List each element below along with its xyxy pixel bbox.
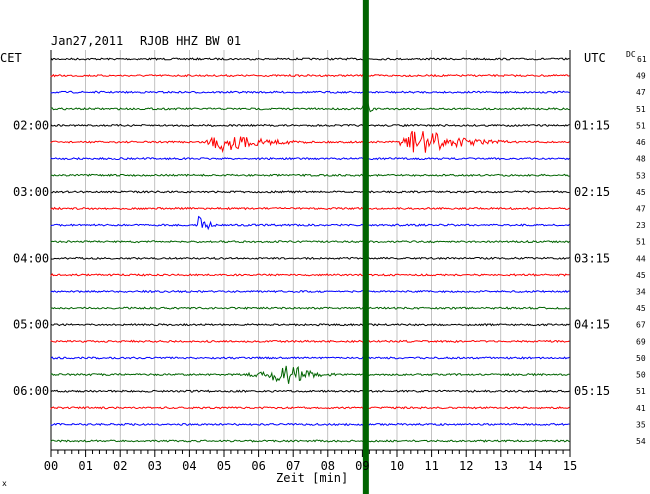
- trace-row: [50, 422, 570, 427]
- dc-value: 51: [636, 105, 646, 114]
- dc-value: 51: [636, 387, 646, 396]
- dc-value: 51: [636, 238, 646, 247]
- x-axis-ticks: 00 01 02 03 04 05 06 07 08 09 10 11 12 13 14 15: [44, 450, 577, 473]
- dc-value: 44: [636, 254, 646, 263]
- left-time-label: 03:00: [13, 185, 49, 199]
- dc-value: 48: [636, 155, 646, 164]
- trace-row: [50, 73, 570, 78]
- left-time-label: 02:00: [13, 118, 49, 132]
- x-tick-label: 04: [182, 459, 196, 473]
- trace-row: [50, 289, 570, 294]
- dc-value: 69: [636, 337, 646, 346]
- x-axis-label: Zeit [min]: [276, 471, 348, 485]
- dc-value: 46: [636, 138, 646, 147]
- dc-value: 45: [636, 271, 646, 280]
- trace-row: [50, 256, 570, 261]
- dc-value: 47: [636, 88, 646, 97]
- dc-value: 34: [636, 288, 646, 297]
- right-time-label: 01:15: [574, 118, 610, 132]
- dc-value: 50: [636, 371, 646, 380]
- x-tick-label: 06: [251, 459, 265, 473]
- dc-value: 50: [636, 354, 646, 363]
- trace-row: [50, 339, 570, 343]
- dc-header-label: DC: [626, 50, 636, 59]
- trace-row: [50, 156, 570, 161]
- dc-value: 45: [636, 188, 646, 197]
- dc-value: 45: [636, 304, 646, 313]
- trace-row: [50, 215, 570, 231]
- station-label: RJOB HHZ BW 01: [140, 34, 241, 48]
- trace-row: [50, 173, 570, 177]
- trace-row: [50, 306, 570, 310]
- dc-value: 51: [636, 121, 646, 130]
- dc-value: 23: [636, 221, 646, 230]
- event-band-group: [362, 0, 369, 494]
- right-timezone-label: UTC: [584, 51, 606, 65]
- x-tick-label: 03: [148, 459, 162, 473]
- event-band: [362, 0, 369, 494]
- x-tick-label: 11: [424, 459, 438, 473]
- right-time-label: 02:15: [574, 185, 610, 199]
- time-labels: 02:00 03:00 04:00 05:00 06:00 01:15 02:15 03:15…: [13, 72, 646, 446]
- x-tick-label: 01: [78, 459, 92, 473]
- x-tick-label: 13: [494, 459, 508, 473]
- trace-row: [50, 130, 570, 154]
- right-time-label: 05:15: [574, 384, 610, 398]
- trace-row: [50, 100, 570, 113]
- left-timezone-label: CET: [0, 51, 22, 65]
- trace-row: [50, 365, 570, 384]
- dc-value: 54: [636, 437, 646, 446]
- dc-value: 49: [636, 72, 646, 81]
- trace-row: [50, 356, 570, 360]
- trace-row: [50, 389, 570, 393]
- trace-row: [50, 123, 570, 128]
- right-time-label: 03:15: [574, 251, 610, 265]
- trace-row: [50, 90, 570, 94]
- left-time-label: 06:00: [13, 384, 49, 398]
- grid-lines: [50, 50, 571, 451]
- trace-row: [50, 273, 570, 277]
- trace-row: [50, 439, 570, 443]
- dc-value: 47: [636, 204, 646, 213]
- x-tick-label: 12: [459, 459, 473, 473]
- dc-value: 53: [636, 171, 646, 180]
- x-tick-label: 10: [390, 459, 404, 473]
- x-tick-label: 09: [355, 459, 369, 473]
- dc-header-sub: 61: [637, 55, 647, 64]
- left-time-label: 04:00: [13, 251, 49, 265]
- x-tick-label: 00: [44, 459, 58, 473]
- dc-value: 35: [636, 420, 646, 429]
- trace-row: [50, 206, 570, 211]
- date-label: Jan27,2011: [51, 34, 123, 48]
- dc-value: 41: [636, 404, 646, 413]
- corner-mark: x: [2, 479, 7, 488]
- trace-row: [50, 322, 570, 327]
- left-time-label: 05:00: [13, 318, 49, 332]
- x-tick-label: 08: [321, 459, 335, 473]
- trace-group: [50, 56, 570, 443]
- dc-value: 67: [636, 321, 646, 330]
- x-tick-label: 02: [113, 459, 127, 473]
- trace-row: [50, 56, 570, 61]
- x-tick-label: 05: [217, 459, 231, 473]
- x-tick-label: 14: [528, 459, 542, 473]
- trace-row: [50, 240, 570, 244]
- trace-row: [50, 406, 570, 410]
- right-time-label: 04:15: [574, 318, 610, 332]
- x-tick-label: 15: [563, 459, 577, 473]
- trace-row: [50, 190, 570, 194]
- x-tick-label: 07: [286, 459, 300, 473]
